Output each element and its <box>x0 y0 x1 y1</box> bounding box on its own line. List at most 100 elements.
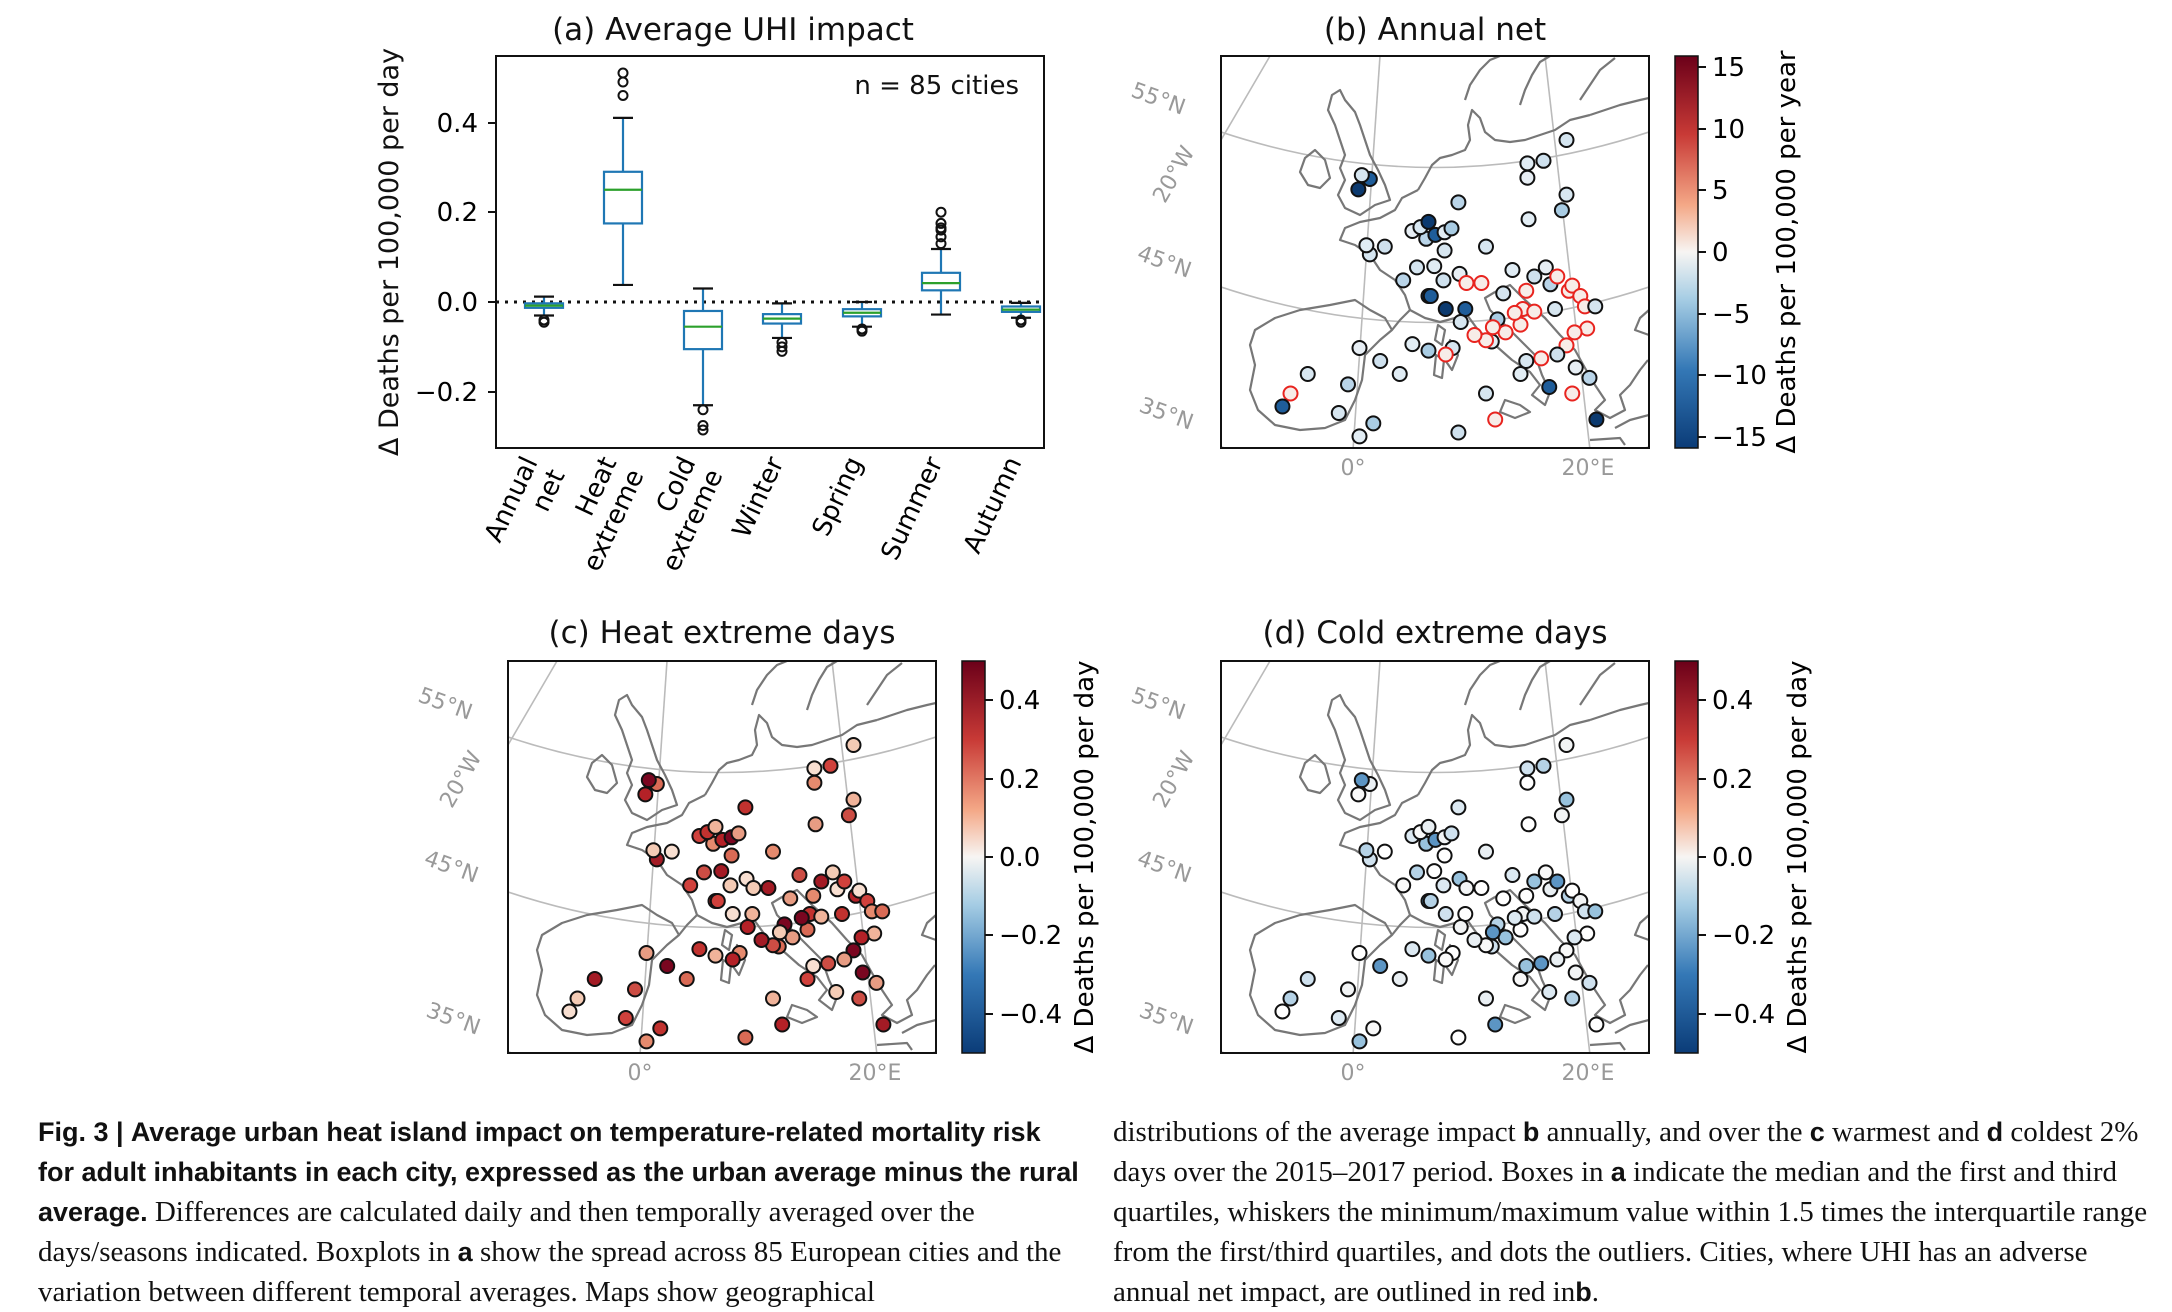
city-marker <box>744 906 761 922</box>
city-marker <box>1435 877 1452 894</box>
city-marker <box>805 887 822 904</box>
city-marker <box>1484 924 1501 941</box>
caption-text: distributions of the average impact <box>1113 1116 1516 1148</box>
city-marker <box>1358 237 1375 254</box>
city-marker <box>1564 882 1581 899</box>
city-marker <box>1504 262 1521 278</box>
xtick-winter: Winter <box>727 452 791 543</box>
city-marker <box>1351 340 1368 356</box>
city-marker <box>1478 238 1494 255</box>
city-marker <box>1566 929 1583 946</box>
city-marker <box>824 864 841 881</box>
city-marker <box>1506 304 1523 321</box>
panel-a-ytick-label: 0.4 <box>437 109 478 139</box>
city-marker <box>874 903 891 920</box>
city-marker <box>1436 242 1453 259</box>
city-marker <box>1409 864 1425 881</box>
colorbar-tick-label: 15 <box>1712 53 1745 83</box>
city-marker <box>1547 301 1563 317</box>
panel-d: (d) Cold extreme days 55°N 20°W 45°N 35°… <box>1128 615 1813 1086</box>
city-marker <box>640 772 657 789</box>
city-marker <box>774 1016 791 1033</box>
colorbar-tick-label: −15 <box>1712 423 1767 453</box>
box-outlier <box>617 89 629 101</box>
city-marker <box>753 932 770 948</box>
city-marker <box>1443 220 1460 237</box>
panel-a-ytick-label: −0.2 <box>415 378 478 408</box>
city-marker <box>1549 951 1566 968</box>
lat-55-label: 55°N <box>1128 78 1189 120</box>
city-marker <box>782 890 799 907</box>
city-marker <box>1537 259 1554 276</box>
city-marker <box>1535 757 1552 774</box>
city-marker <box>1518 282 1535 299</box>
xtick-label-line: Winter <box>727 452 791 543</box>
city-marker <box>1466 932 1483 948</box>
city-marker <box>793 909 810 926</box>
box-outlier <box>1015 316 1027 328</box>
city-marker <box>1526 908 1543 925</box>
city-marker <box>627 981 643 998</box>
lon-20e-label: 20°E <box>1562 1061 1615 1086</box>
city-marker <box>1358 842 1375 859</box>
panel-d-title: (d) Cold extreme days <box>1263 615 1608 651</box>
city-marker <box>813 908 830 925</box>
lat-35-label: 35°N <box>423 998 484 1040</box>
city-marker <box>1549 873 1566 890</box>
city-marker <box>1372 353 1389 369</box>
caption-panel-ref: b <box>1522 1117 1540 1147</box>
city-marker <box>1376 843 1393 860</box>
city-marker <box>1526 303 1543 320</box>
panel-a-yticks: 0.4 0.2 0.0 −0.2 <box>415 109 496 408</box>
city-marker <box>707 947 724 964</box>
colorbar-tick-label: −5 <box>1712 300 1750 330</box>
panel-c-colorbar <box>961 660 986 1054</box>
caption-text: show the spread across 85 European citie… <box>38 1236 1062 1308</box>
panel-c-city-markers <box>561 737 892 1050</box>
city-marker <box>645 842 662 859</box>
city-marker <box>745 880 762 896</box>
city-marker <box>1437 906 1454 922</box>
colorbar-tick-label: −0.4 <box>999 1000 1062 1030</box>
panel-a-boxes <box>523 67 1042 436</box>
city-marker <box>799 971 816 987</box>
city-marker <box>1581 369 1598 386</box>
city-marker <box>1519 169 1536 186</box>
lon-0-label: 0° <box>1341 1061 1366 1086</box>
city-marker <box>1422 288 1439 304</box>
city-marker <box>1495 285 1512 302</box>
city-marker <box>1558 186 1575 203</box>
panel-a-n-label: n = 85 cities <box>854 71 1019 101</box>
city-marker <box>1420 818 1437 835</box>
city-marker <box>1564 385 1581 402</box>
city-marker <box>617 1010 634 1026</box>
city-marker <box>1351 945 1368 961</box>
lat-45-label: 45°N <box>1134 241 1195 283</box>
panel-c: (c) Heat extreme days 55°N 20°W 45°N 35°… <box>415 615 1100 1086</box>
city-marker <box>1567 964 1584 981</box>
city-marker <box>1549 346 1566 363</box>
city-marker <box>1420 947 1437 964</box>
city-marker <box>791 867 808 883</box>
city-marker <box>1537 864 1554 881</box>
caption-panel-ref: a <box>1610 1157 1626 1187</box>
city-marker <box>875 1016 892 1033</box>
city-marker <box>1350 181 1367 198</box>
xtick-cold-extreme: Cold extreme <box>651 452 730 576</box>
city-marker <box>1282 385 1299 402</box>
city-marker <box>1282 990 1299 1007</box>
city-marker <box>868 974 885 991</box>
city-marker <box>1520 211 1537 228</box>
city-marker <box>1466 327 1483 343</box>
city-marker <box>807 816 824 833</box>
lat-55-label: 55°N <box>415 683 476 725</box>
city-marker <box>806 760 823 777</box>
box-outlier <box>538 316 550 328</box>
city-marker <box>1518 353 1535 369</box>
caption-text: warmest and <box>1832 1116 1980 1148</box>
city-marker <box>723 847 740 864</box>
panel-a-ytick-label: 0.0 <box>437 288 478 318</box>
xtick-label-line: Summer <box>876 452 950 565</box>
xtick-heat-extreme: Heat extreme <box>570 452 650 576</box>
colorbar-tick-label: 0.4 <box>999 686 1040 716</box>
